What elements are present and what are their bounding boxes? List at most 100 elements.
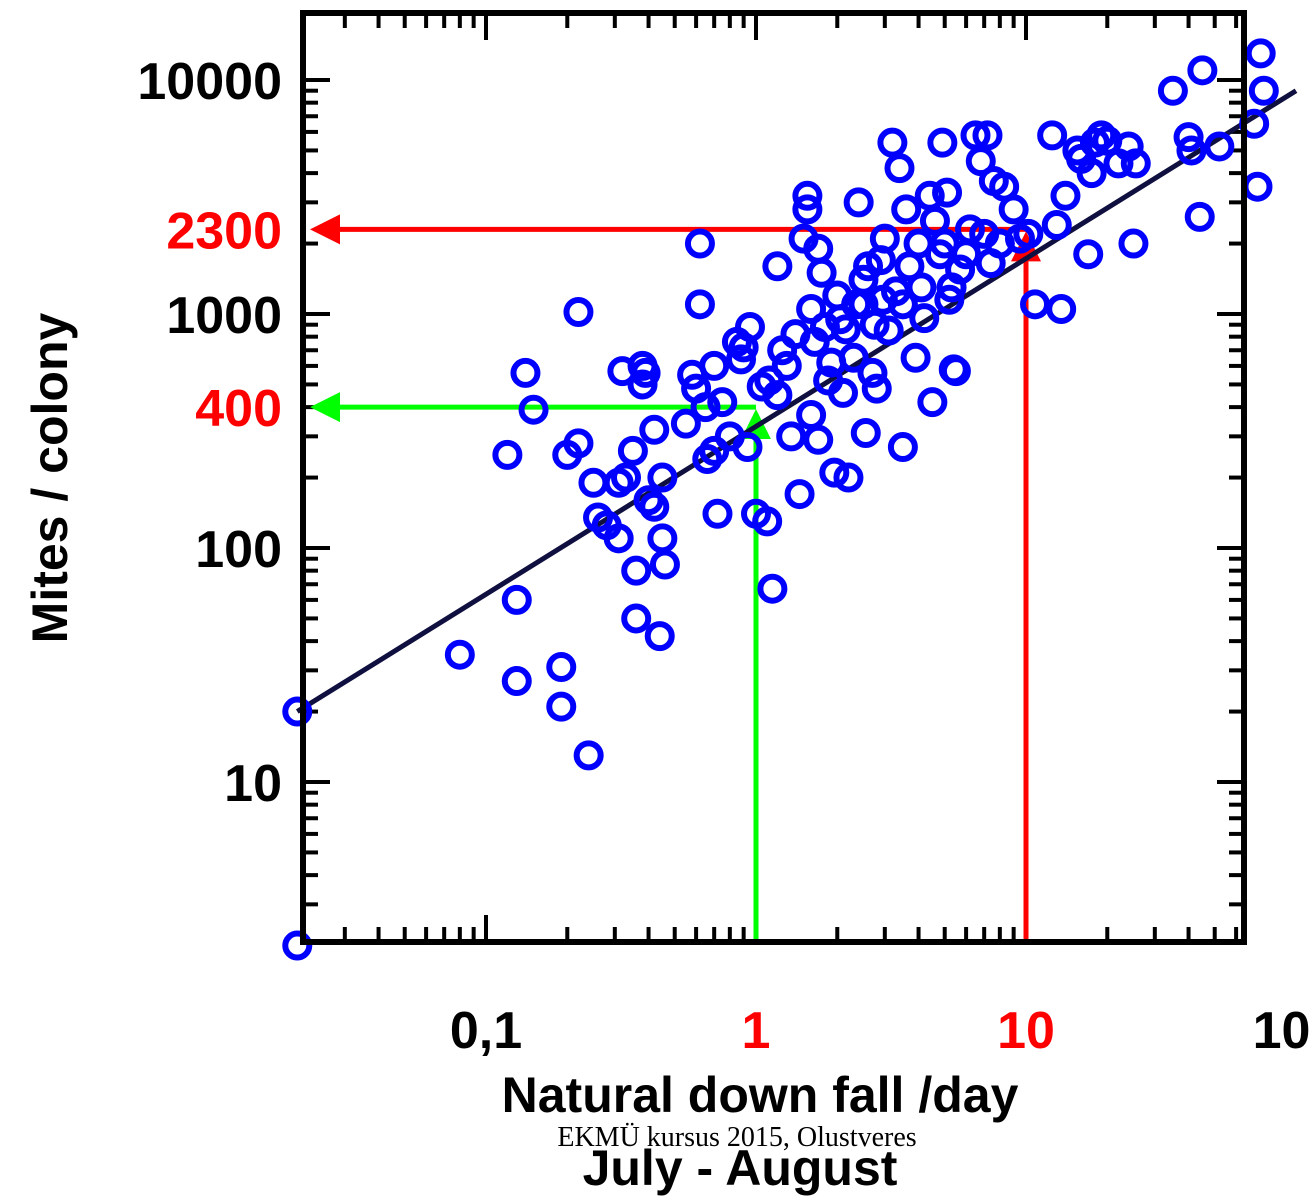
data-point: [647, 523, 678, 554]
data-point: [771, 350, 802, 381]
data-point: [610, 462, 641, 493]
data-point: [1120, 148, 1151, 179]
annotation-arrows: [310, 214, 1041, 939]
data-points: [282, 38, 1279, 961]
fit-line-layer: [295, 88, 1298, 714]
y-tick-label: 10000: [137, 53, 282, 111]
data-point: [1086, 120, 1117, 151]
y-axis-title: Mites / colony: [22, 313, 78, 644]
data-point: [1242, 171, 1273, 202]
data-point: [1187, 55, 1218, 86]
data-point: [917, 387, 948, 418]
data-point: [510, 357, 541, 388]
data-point: [546, 691, 577, 722]
x-axis-title: Natural down fall /day: [502, 1067, 1019, 1123]
data-point: [734, 311, 765, 342]
y-tick-label: 2300: [166, 202, 282, 260]
axis-ticks: [306, 16, 1241, 939]
x-tick-label: 1: [742, 1002, 771, 1060]
data-point: [927, 127, 958, 158]
data-point: [998, 194, 1029, 225]
x-tick-label: 100: [1253, 1002, 1310, 1060]
data-point: [1176, 135, 1207, 166]
data-point: [578, 467, 609, 498]
data-point: [1184, 201, 1215, 232]
y-tick-label: 100: [195, 521, 282, 579]
data-point: [796, 294, 827, 325]
data-point: [1050, 180, 1081, 211]
footer-caption: EKMÜ kursus 2015, Olustveres: [557, 1122, 916, 1153]
data-point: [699, 350, 730, 381]
data-point: [900, 342, 931, 373]
data-point: [757, 573, 788, 604]
data-point: [859, 309, 890, 340]
data-point: [444, 639, 475, 670]
data-point: [684, 289, 715, 320]
data-point: [906, 272, 937, 303]
data-point: [869, 223, 900, 254]
data-point: [796, 400, 827, 431]
data-point: [945, 254, 976, 285]
data-point: [639, 414, 670, 445]
data-point: [833, 462, 864, 493]
data-point: [501, 666, 532, 697]
data-point: [639, 491, 670, 522]
data-point: [282, 696, 313, 727]
data-point: [670, 408, 701, 439]
data-point: [1076, 158, 1107, 189]
data-point: [972, 120, 1003, 151]
data-point: [940, 356, 971, 387]
data-point: [827, 377, 858, 408]
data-point: [803, 424, 834, 455]
data-point: [1173, 122, 1204, 153]
data-point: [649, 549, 680, 580]
data-point: [838, 342, 869, 373]
data-point: [617, 435, 648, 466]
data-point: [861, 373, 892, 404]
data-point: [776, 421, 807, 452]
data-point: [690, 392, 721, 423]
y-tick-label: 400: [195, 380, 282, 438]
data-point: [806, 257, 837, 288]
data-point: [792, 180, 823, 211]
data-point: [843, 187, 874, 218]
data-point: [492, 439, 523, 470]
data-point: [932, 177, 963, 208]
data-point: [573, 740, 604, 771]
data-point: [726, 344, 757, 375]
data-point: [1157, 75, 1188, 106]
data-point: [1245, 38, 1276, 69]
data-point: [644, 621, 675, 652]
data-point: [965, 146, 996, 177]
plot-frame: [300, 10, 1247, 945]
x-tick-label: 10: [997, 1002, 1055, 1060]
data-point: [518, 394, 549, 425]
data-point: [1118, 228, 1149, 259]
data-point: [630, 357, 661, 388]
data-point: [647, 462, 678, 493]
data-point: [887, 289, 918, 320]
data-point: [873, 315, 904, 346]
data-point: [830, 314, 861, 345]
data-point: [792, 194, 823, 225]
y-tick-label: 1000: [166, 287, 282, 345]
data-point: [684, 228, 715, 259]
data-point: [762, 251, 793, 282]
data-point: [884, 153, 915, 184]
tick-labels: 0,1 1 10 100 10 100 400 1000 2300 10000: [137, 53, 1310, 1060]
data-point: [707, 387, 738, 418]
regression-line: [295, 88, 1298, 714]
data-point: [784, 479, 815, 510]
y-tick-label: 10: [224, 755, 282, 813]
data-point: [954, 214, 985, 245]
data-point: [762, 380, 793, 411]
data-point: [754, 365, 785, 396]
data-point: [563, 296, 594, 327]
data-point: [702, 498, 733, 529]
x-axis-subtitle: July - August: [583, 1140, 898, 1196]
data-point: [1204, 131, 1235, 162]
data-point: [850, 418, 881, 449]
data-point: [621, 555, 652, 586]
data-point: [1037, 120, 1068, 151]
